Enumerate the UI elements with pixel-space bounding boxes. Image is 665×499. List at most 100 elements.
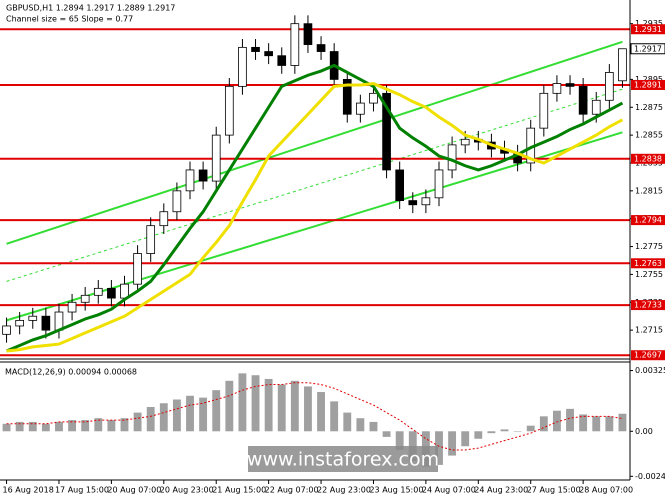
chart-subtitle: Channel size = 65 Slope = 0.77 [6,15,133,24]
candle-body [41,315,51,331]
x-tick-label: 22 Aug 07:00 [265,486,319,495]
macd-bar [251,375,260,432]
macd-bar [552,410,561,432]
chart-title: GBPUSD,H1 1.2894 1.2917 1.2889 1.2917 [6,4,175,13]
level-label-box [631,258,665,269]
macd-bar [618,413,627,432]
macd-bar [435,431,443,465]
candle-body [303,23,313,45]
macd-tick-label: 0.00325 [635,366,665,375]
macd-bar [2,423,11,432]
candle-body [93,287,103,296]
x-tick-label: 24 Aug 23:00 [474,486,528,495]
macd-bar [317,392,325,432]
candle-body [290,23,300,66]
macd-bar [107,420,116,432]
level-label-box [631,24,665,35]
price-panel [0,15,630,357]
macd-bar [526,425,535,432]
level-label: 1.2697 [634,351,662,360]
candle-body [316,44,326,52]
macd-bar [120,418,129,432]
level-label-box [631,300,665,311]
macd-bar [277,384,286,432]
x-tick-label: 17 Aug 15:00 [55,486,109,495]
macd-bar [159,403,168,432]
candle-body [28,315,38,321]
macd-bar [290,380,299,432]
macd-bar [94,418,103,432]
last-price-box [630,43,665,55]
macd-bar [461,431,470,447]
macd-bar [592,416,601,432]
macd-bar [474,431,483,439]
macd-bar [264,378,273,432]
macd-bar [41,423,50,432]
macd-bar [330,401,339,432]
candle-body [159,211,169,227]
candle-body [198,169,208,182]
macd-title: MACD(12,26,9) 0.00094 0.00068 [5,368,137,377]
level-label-box [631,215,665,226]
candle-body [382,92,391,171]
x-tick-label: 20 Aug 07:00 [107,486,161,495]
level-label-box [631,350,665,361]
candle-body [277,55,287,66]
candle-body [146,225,156,254]
candle-body [80,294,90,303]
candle-body [15,319,24,327]
level-label: 1.2794 [634,216,662,225]
level-label: 1.2931 [634,25,662,34]
y-tick-label: 1.2775 [635,242,663,251]
y-tick-label: 1.2895 [635,75,663,84]
candle-body [395,169,405,201]
watermark-band [248,446,438,472]
candle-body [133,253,142,285]
macd-bar [395,431,404,450]
candle-body [447,144,457,171]
macd-bar [304,386,312,432]
x-tick-label: 20 Aug 23:00 [160,486,214,495]
macd-bar [15,421,24,432]
candle-body [264,51,273,57]
macd-bar [225,380,234,432]
candle-body [172,190,182,213]
macd-bar [579,414,588,432]
candle-body [369,92,378,104]
candle-body [539,92,549,129]
candle-body [565,83,575,87]
level-label: 1.2891 [634,80,662,89]
watermark: www.instaforex.com [247,449,439,471]
macd-bar [186,395,194,432]
candle-body [67,301,77,313]
macd-bar [133,412,142,432]
y-tick-label: 1.2935 [635,19,663,28]
macd-bar [487,431,496,434]
y-tick-label: 1.2815 [635,186,663,195]
level-label-box [631,153,665,164]
candle-body [2,325,11,335]
macd-bar [172,399,181,432]
x-tick-label: 16 Aug 2018 [3,486,54,495]
candle-body [224,85,234,136]
candle-body [605,72,614,101]
candle-body [578,85,588,115]
y-tick-label: 1.2875 [635,103,663,112]
macd-bar [55,421,63,432]
macd-bar [369,421,378,432]
macd-bar [238,373,247,432]
y-tick-label: 1.2715 [635,326,663,335]
macd-bar [28,421,37,432]
macd-bar [343,412,352,432]
trend-line [6,40,623,245]
x-tick-label: 28 Aug 07:00 [579,486,633,495]
macd-bar [513,431,522,432]
x-tick-label: 23 Aug 15:00 [369,486,423,495]
x-tick-label: 21 Aug 15:00 [212,486,266,495]
x-tick-label: 27 Aug 15:00 [527,486,581,495]
macd-signal [6,382,623,451]
level-label-box [631,79,665,90]
x-tick-label: 24 Aug 07:00 [422,486,476,495]
